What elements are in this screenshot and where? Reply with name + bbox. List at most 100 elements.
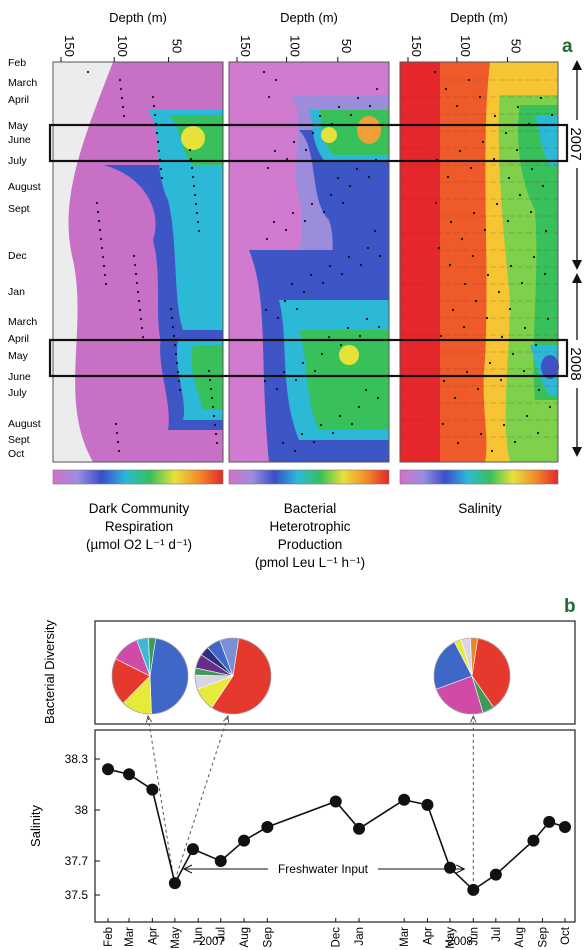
sample-point — [140, 326, 144, 330]
sample-point — [139, 317, 143, 321]
arrow-head — [182, 864, 193, 874]
respiration-peak — [181, 126, 205, 150]
sample-point — [275, 387, 279, 391]
month-label: Jan — [8, 286, 25, 298]
sample-point — [302, 290, 306, 294]
sample-point — [262, 70, 266, 74]
sample-point — [173, 343, 177, 347]
arrow-head — [223, 714, 230, 724]
depth-tick-label: 100 — [115, 35, 130, 57]
sample-point — [543, 272, 547, 276]
sample-point — [120, 96, 124, 100]
x-tick-label: May — [170, 927, 182, 949]
panel-a-label: a — [562, 36, 573, 57]
sample-point — [525, 414, 529, 418]
sample-point — [346, 326, 350, 330]
sample-point — [195, 211, 199, 215]
sample-point — [444, 87, 448, 91]
sample-point — [515, 148, 519, 152]
salinity-point — [559, 821, 571, 833]
year-label-2008: 2008 — [447, 936, 473, 948]
month-label: April — [8, 94, 29, 106]
month-label: June — [8, 371, 31, 383]
sample-point — [463, 282, 467, 286]
year-label-2007: 2007 — [567, 127, 584, 160]
sample-point — [318, 114, 322, 118]
pie-outline — [111, 637, 189, 715]
panel-name-line: (pmol Leu L⁻¹ h⁻¹) — [255, 555, 365, 570]
sample-point — [347, 255, 351, 259]
y-tick-label: 37.5 — [65, 888, 89, 902]
depth-tick-label: 50 — [508, 39, 523, 53]
sample-point — [117, 449, 121, 453]
sample-point — [375, 87, 379, 91]
sample-point — [266, 166, 270, 170]
sample-point — [281, 441, 285, 445]
sample-point — [170, 316, 174, 320]
depth-tick-label: 150 — [62, 35, 77, 57]
sample-point — [516, 105, 520, 109]
sample-point — [267, 95, 271, 99]
x-tick-label: Jun — [468, 927, 480, 946]
sample-point — [313, 369, 317, 373]
sample-point — [483, 228, 487, 232]
sample-point — [283, 299, 287, 303]
sample-point — [536, 431, 540, 435]
sample-point — [194, 202, 198, 206]
x-tick-label: Jun — [193, 927, 205, 946]
year-arrow-down-2007 — [572, 260, 582, 270]
sample-point — [548, 405, 552, 409]
pie-slice — [149, 638, 189, 715]
x-tick-label: Apr — [147, 927, 159, 945]
salinity-point — [543, 815, 556, 828]
salinity-y-ticks: 38.3 38 37.7 37.5 — [65, 752, 100, 902]
sample-point — [213, 423, 217, 427]
sample-point — [522, 369, 526, 373]
sample-point — [532, 255, 536, 259]
respiration-heatmap: Depth (m) 150 100 50 — [52, 10, 224, 463]
sample-point — [437, 246, 441, 250]
sample-point — [511, 352, 515, 356]
highlight-may-july-2007 — [48, 123, 569, 163]
sample-point — [210, 396, 214, 400]
year-label-2007: 2007 — [199, 936, 225, 948]
sample-point — [378, 254, 382, 258]
depth-tick-label: 50 — [170, 39, 185, 53]
year-label-bg — [565, 120, 585, 168]
sample-point — [292, 140, 296, 144]
year-arrow-up-2007 — [572, 60, 582, 70]
sample-point — [175, 361, 179, 365]
salinity-point — [146, 783, 159, 796]
month-label: Sept — [8, 203, 30, 215]
salinity-point — [353, 822, 366, 835]
sample-point — [336, 176, 340, 180]
salinity-green — [518, 105, 558, 400]
sample-point — [135, 281, 139, 285]
sample-point — [448, 263, 452, 267]
sample-point — [171, 325, 175, 329]
sample-point — [208, 378, 212, 382]
colorbar — [228, 469, 390, 485]
sample-point — [453, 396, 457, 400]
sample-point — [121, 105, 125, 109]
sample-point — [96, 210, 100, 214]
sample-point — [303, 219, 307, 223]
sample-point — [132, 254, 136, 258]
sample-point — [291, 211, 295, 215]
sample-point — [319, 423, 323, 427]
sample-point — [197, 229, 201, 233]
sample-point — [192, 184, 196, 188]
sample-point — [97, 219, 101, 223]
sample-point — [546, 317, 550, 321]
panel-name-line: Respiration — [105, 519, 173, 534]
year-arrow-down-2008 — [572, 447, 582, 457]
x-tick-label: Oct — [560, 926, 572, 945]
dashed-arrow — [147, 715, 174, 875]
sample-point — [479, 432, 483, 436]
sample-point — [151, 95, 155, 99]
sample-point — [174, 352, 178, 356]
year-arrow-up-2008 — [572, 273, 582, 283]
panel-name-line: Salinity — [458, 501, 502, 516]
sample-point — [357, 405, 361, 409]
salinity-point — [527, 834, 540, 847]
